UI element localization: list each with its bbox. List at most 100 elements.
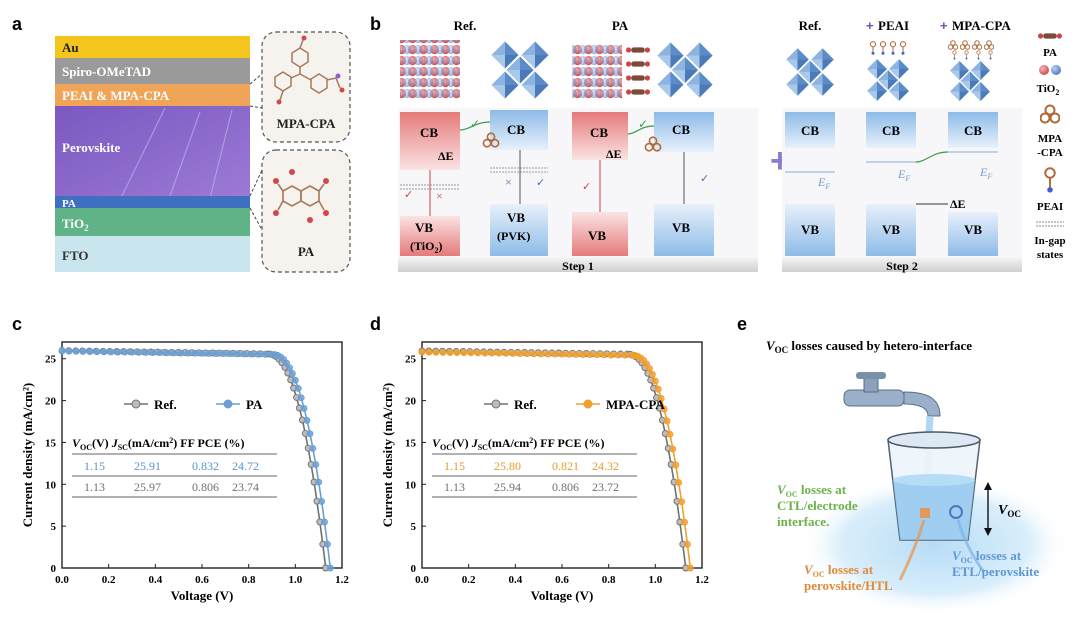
chart-c-table-header: VOC(V) JSC(mA/cm2) FF PCE (%) [72,436,244,452]
chart-d-series-1-point [502,349,510,357]
layer-perovskite-label: Perovskite [62,140,120,155]
panel-a-label: a [12,14,23,34]
pa-vb-tio2-label: VB [588,228,606,243]
chart-d-series-1-point [681,518,688,526]
chart-c-series-1-point [107,348,115,356]
legend-pa-label: PA [1043,47,1057,59]
chart-c-series-1-point [142,348,150,356]
chart-d-series-1-point [565,350,573,358]
chart-d-legend-marker-1 [583,399,593,409]
chart-c-series-1-point [72,347,80,355]
tio2-lattice-pa-blue [572,44,622,100]
chart-d-series-1-point [666,430,674,438]
chart-d-series-1-point [467,349,475,357]
step1-pa-title: PA [612,18,629,33]
chart-d-xtick-label: 0.0 [415,574,429,586]
step2-peai-octahedra [867,59,909,101]
ref-cross-1: × [436,189,443,203]
ctl-loss-line2: CTL/electrode [777,498,858,513]
ctl-loss-line1: VOC losses at [777,482,847,499]
legend-ingap-label-1: In-gap [1034,235,1065,247]
chart-c-plot-frame [61,341,343,569]
pa-box: PA [261,149,351,273]
panel-b-label: b [370,14,381,34]
faucet-icon [843,372,941,417]
chart-d-table-cell-0-0: 1.15 [444,459,465,473]
mpa-cpa-frame [261,31,351,143]
step2-mpacpa-cb: CB [964,123,982,138]
chart-d-series-1-point [586,351,594,359]
step2-mpacpa-vb: VB [964,222,982,237]
chart-d-series-1-point [558,350,566,358]
step2-peai-molecules [870,41,906,56]
step2-bar [782,258,1022,272]
step1-ref-title: Ref. [454,18,477,33]
ref-vb-tio2-label: VB [415,220,433,235]
legend-ingap-label-2: states [1037,249,1064,261]
chart-d-series-1-point [660,405,668,413]
ref-cb-tio2 [400,112,460,170]
connector-bottom [249,169,263,231]
chart-d-xtick-label: 0.4 [508,574,522,586]
step2-peai-cb: CB [882,123,900,138]
chart-c-series-1-point [306,430,314,438]
grain-boundaries [119,107,233,201]
chart-d-series-1-point [488,349,496,357]
legend-mpacpa-icon [1040,104,1060,124]
legend-mpacpa-label-1: MPA [1038,133,1062,145]
chart-c-series-1-point [191,349,199,357]
chart-c-ytick-label: 15 [45,437,57,449]
chart-d-series-1-point [672,461,680,469]
chart-c-legend-label-0: Ref. [154,397,177,412]
step2-peai-title: PEAI [878,18,909,33]
step2-mpacpa-plus: + [940,18,948,33]
chart-d-table-header: VOC(V) JSC(mA/cm2) FF PCE (%) [432,436,604,452]
pa-structure [277,183,325,211]
chart-c-series-1-point [312,461,320,469]
connector-top [249,73,263,109]
htl-leak [920,508,930,518]
mpa-cpa-box: MPA-CPA [261,31,351,143]
chart-d-series-1-point [683,540,691,548]
chart-d-series-1-point [675,479,683,487]
chart-c-series-1-point [163,349,171,357]
chart-c-legend-marker-1 [223,399,233,409]
chart-c-series-1-point [58,347,66,355]
pa-cb-pvk [654,112,714,152]
chart-d-series-1-point [446,349,454,356]
chart-d-table-cell-0-1: 25.80 [494,459,521,473]
chart-d-series-1-point [523,350,531,358]
chart-c-series-1-point [219,350,227,358]
chart-d-ytick-label: 5 [411,521,417,533]
panel-e-title: VOC losses caused by hetero-interface [766,338,972,355]
chart-c-series-1-point [247,350,255,358]
chart-d-ytick-label: 10 [405,479,417,491]
layer-perovskite [55,106,250,196]
step2-label: Step 2 [886,259,918,273]
chart-c-table-cell-0-0: 1.15 [84,459,105,473]
chart-c-series-1-point [323,540,331,548]
chart-d-series-1-point [530,350,538,358]
chart-d-series-1-point [663,417,671,425]
chart-d-series-1-point [579,351,587,358]
chart-d-xtick-label: 0.8 [602,574,616,586]
chart-c-ylabel: Current density (mA/cm²) [20,383,35,527]
step2-ref-title: Ref. [799,18,822,33]
ref-check-2: ✓ [404,189,413,201]
ref-check-1: ✓ [470,117,480,131]
chart-c-series-1-point [321,518,328,526]
pa-check-1: ✓ [638,117,648,131]
chart-c-series-1-point [254,350,262,358]
chart-c-ytick-label: 0 [51,563,57,575]
etl-loss-line2: ETL/perovskite [952,564,1039,579]
chart-c-ytick-label: 25 [45,354,57,366]
chart-c-series-1-point [149,349,157,356]
chart-d-series-1-point [544,350,552,358]
chart-c-table-cell-1-0: 1.13 [84,480,105,494]
step2-peai-bands: CB EF VB [866,112,916,256]
chart-d-series-1-point [669,445,677,453]
chart-d-series-1-point [537,350,545,358]
chart-d-table-cell-1-3: 23.72 [592,480,619,494]
chart-d-series-1-point [418,348,426,356]
chart-d-series-1-point [551,350,559,358]
